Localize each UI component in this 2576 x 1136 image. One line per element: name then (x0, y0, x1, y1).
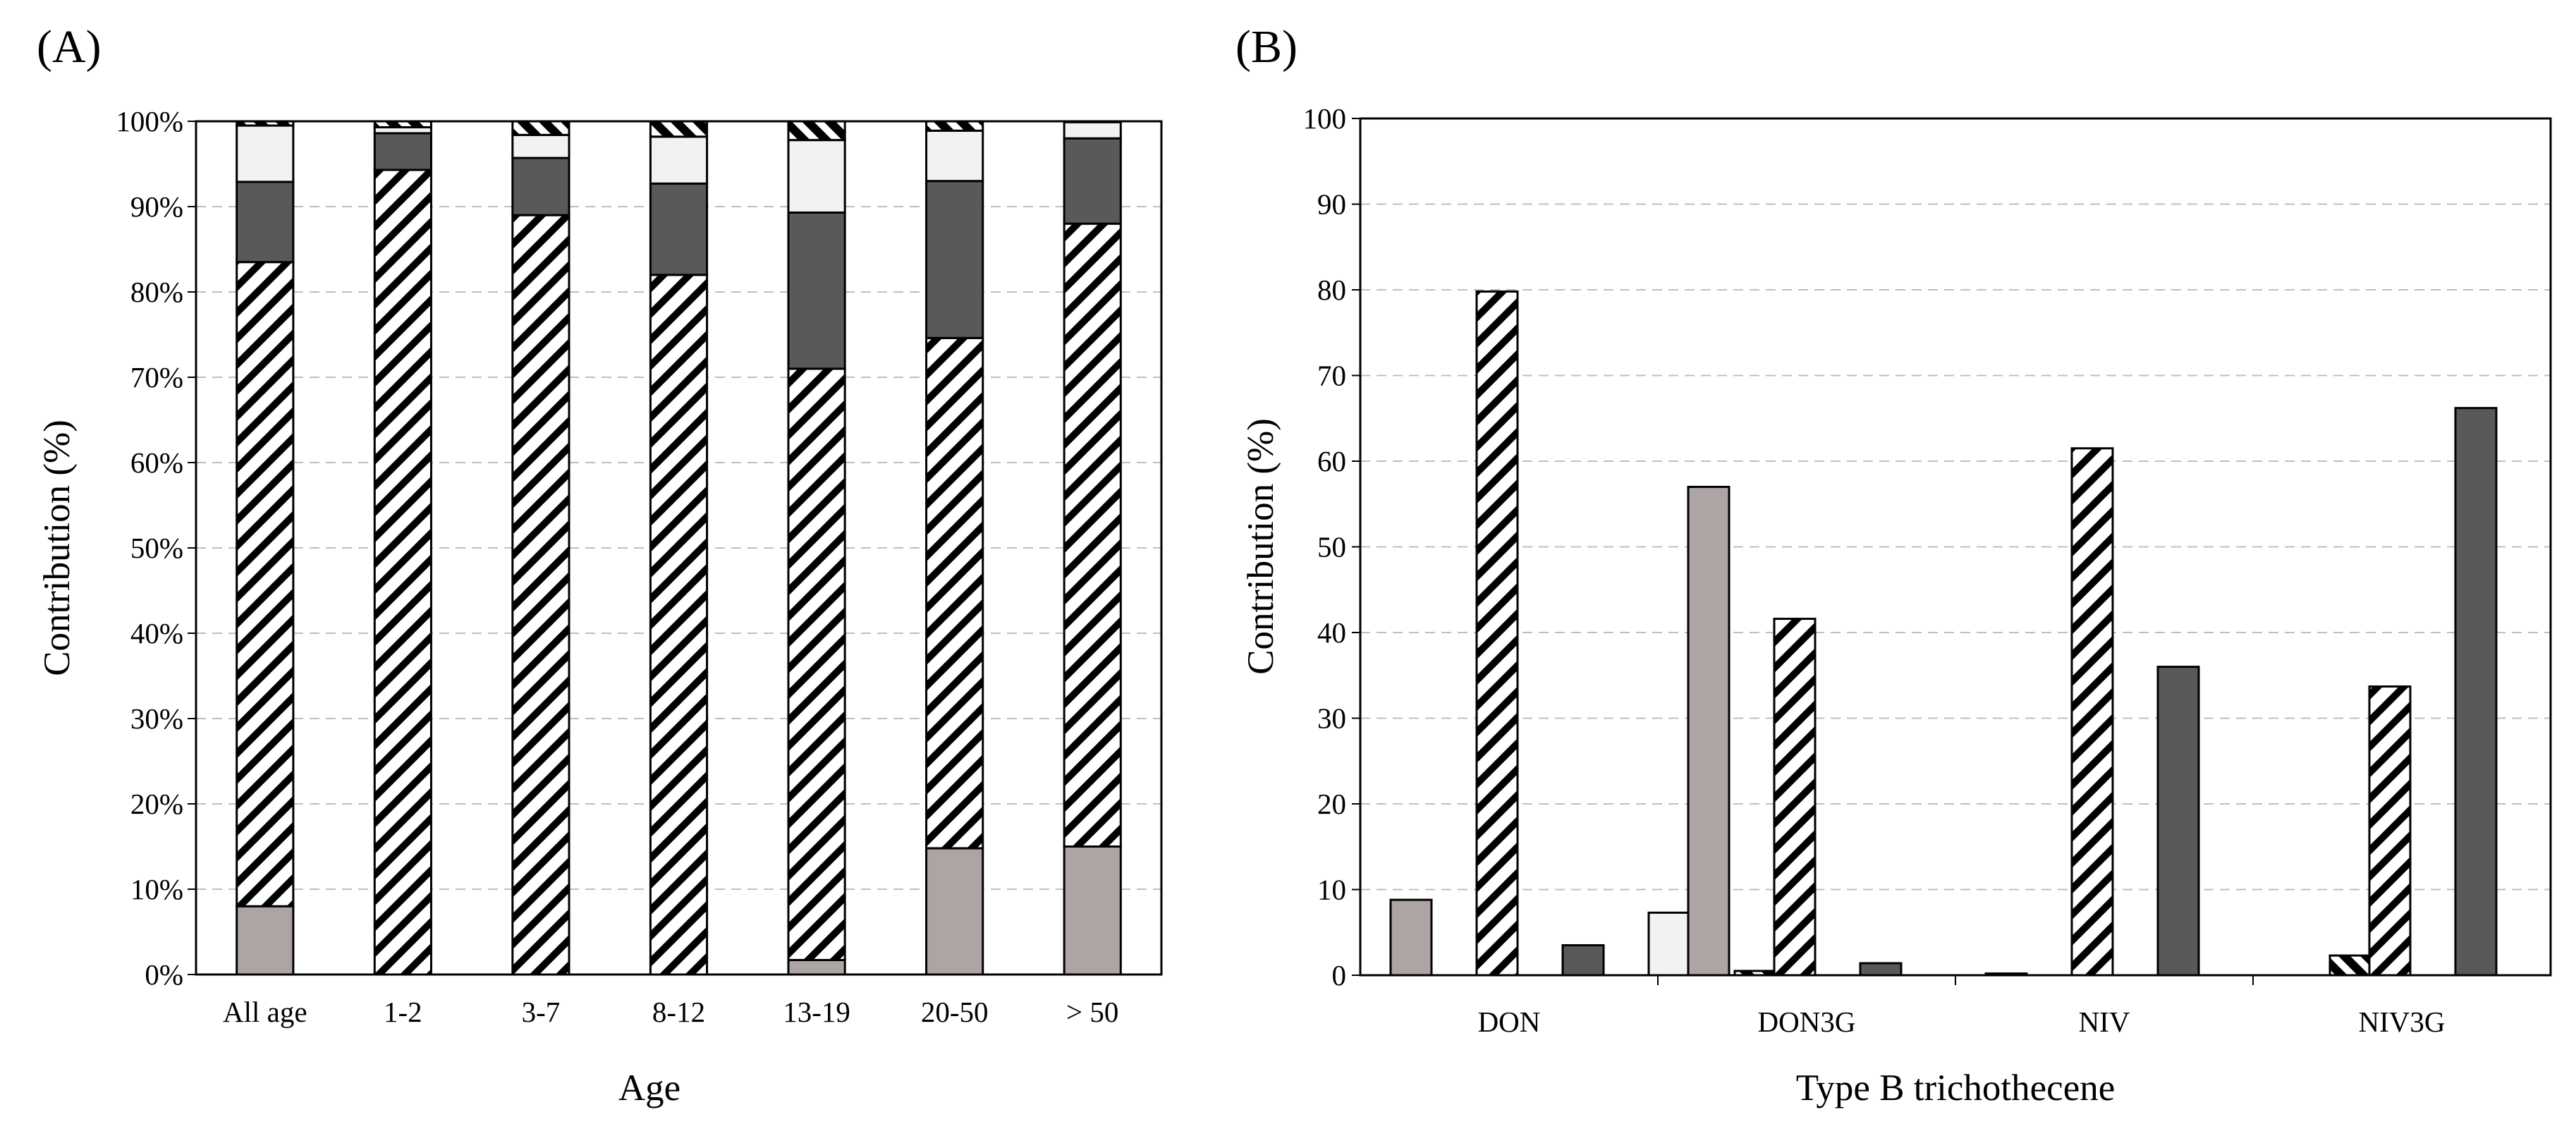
panel-b-bar (1859, 962, 1903, 977)
panel-a-bar-segment (787, 139, 846, 214)
panel-a-y-tick-label: 30% (130, 702, 183, 735)
panel-b-y-tick-label: 100 (1303, 102, 1347, 135)
panel-b-x-tick-label: DON (1478, 1006, 1541, 1038)
panel-a-x-tick-label: 13-19 (783, 996, 850, 1028)
panel-a-x-tick-label: 8-12 (652, 996, 705, 1028)
panel-b-y-tick-label: 80 (1317, 274, 1346, 306)
panel-b-y-tick-label: 30 (1317, 702, 1346, 735)
panel-a-x-tick-label: 3-7 (522, 996, 561, 1028)
panel-b-label: (B) (1235, 21, 1298, 73)
panel-a-bar-segment (649, 274, 709, 976)
panel-b-y-ticks: 0 10 20 30 40 50 60 70 80 90 100 (1303, 102, 1360, 991)
panel-a-bar-segment (787, 958, 846, 976)
panel-a-bar-segment (373, 132, 432, 171)
panel-a-x-tick-label: 1-2 (384, 996, 422, 1028)
panel-b-x-tick-label: DON3G (1758, 1006, 1856, 1038)
panel-b-y-tick-label: 10 (1317, 874, 1346, 906)
panel-b-y-tick-label: 40 (1317, 616, 1346, 649)
panel-a-bar-segment (1063, 222, 1122, 848)
panel-a-y-tick-label: 60% (130, 446, 183, 479)
panel-b-grouped-chart: (B) 0 10 20 30 40 50 60 70 80 90 100 DON DON3G NIV NI… (1235, 21, 2552, 1108)
panel-a-bar-segment (649, 120, 709, 138)
panel-a-y-tick-label: 100% (116, 105, 183, 138)
panel-a-bar-segment (787, 367, 846, 961)
panel-a-y-axis-title: Contribution (%) (37, 420, 78, 676)
panel-b-bar (1475, 290, 1519, 977)
panel-a-bar-segment (236, 124, 295, 183)
panel-a-bar-segment (925, 180, 984, 339)
panel-a-bar-segment (1063, 137, 1122, 225)
panel-a-y-tick-label: 90% (130, 190, 183, 223)
panel-b-bar (1773, 618, 1817, 977)
panel-a-x-tick-label: > 50 (1066, 996, 1118, 1028)
panel-a-y-tick-label: 20% (130, 788, 183, 820)
panel-a-bars (236, 120, 1122, 976)
panel-b-y-tick-label: 70 (1317, 360, 1346, 392)
panel-a-stacked-chart: (A) 0% 10% 20% 30% 40% 50% 60% 70% 80% 90% 100% Al… (37, 21, 1163, 1108)
panel-a-bar-segment (787, 211, 846, 370)
panel-b-y-tick-label: 60 (1317, 445, 1346, 477)
panel-a-bar-segment (925, 336, 984, 850)
panel-b-bars (1389, 290, 2498, 977)
panel-b-bar (2156, 666, 2200, 977)
panel-a-bar-segment (925, 847, 984, 976)
panel-a-bar-segment (925, 129, 984, 183)
panel-b-x-axis-title: Type B trichothecene (1796, 1068, 2116, 1108)
panel-b-y-axis-title: Contribution (%) (1240, 418, 1281, 675)
panel-b-bar (2454, 407, 2498, 977)
panel-a-gridlines (196, 206, 1161, 890)
panel-b-y-tick-label: 20 (1317, 788, 1346, 820)
panel-b-x-ticks: DON DON3G NIV NIV3G (1478, 975, 2446, 1038)
panel-a-y-tick-label: 0% (145, 958, 183, 991)
panel-a-y-tick-label: 10% (130, 873, 183, 905)
panel-a-y-ticks: 0% 10% 20% 30% 40% 50% 60% 70% 80% 90% 100% (116, 105, 196, 991)
panel-b-bar (1561, 943, 1605, 977)
panel-a-bar-segment (236, 905, 295, 976)
panel-a-x-axis-title: Age (618, 1068, 680, 1108)
panel-b-gridlines (1360, 203, 2551, 891)
panel-a-bar-segment (373, 169, 432, 976)
panel-b-y-tick-label: 50 (1317, 531, 1346, 563)
panel-b-bar (2328, 954, 2372, 977)
panel-a-bar-segment (511, 214, 570, 976)
panel-b-bar (2368, 685, 2412, 977)
panel-b-y-tick-label: 90 (1317, 188, 1346, 221)
panel-a-bar-segment (236, 181, 295, 264)
panel-b-x-tick-label: NIV (2079, 1006, 2130, 1038)
panel-a-bar-segment (1063, 121, 1122, 140)
panel-b-x-tick-label: NIV3G (2359, 1006, 2446, 1038)
panel-b-bar (1389, 898, 1433, 977)
panel-a-bar-segment (649, 182, 709, 276)
panel-a-y-tick-label: 50% (130, 532, 183, 564)
panel-a-x-tick-label: All age (223, 996, 307, 1028)
panel-a-y-tick-label: 80% (130, 276, 183, 308)
panel-a-x-ticks: All age 1-2 3-7 8-12 13-19 20-50 > 50 (223, 996, 1118, 1028)
panel-b-bar (2070, 447, 2114, 977)
panel-a-bar-segment (925, 120, 984, 132)
panel-a-bar-segment (511, 120, 570, 136)
panel-a-bar-segment (511, 133, 570, 159)
panel-a-bar-segment (1063, 845, 1122, 976)
panel-a-y-tick-label: 70% (130, 361, 183, 393)
panel-a-bar-segment (787, 120, 846, 142)
panel-a-label: (A) (37, 21, 102, 73)
panel-a-bar-segment (236, 261, 295, 908)
panel-a-bar-segment (649, 135, 709, 185)
panel-b-bar (1647, 911, 1691, 977)
panel-a-y-tick-label: 40% (130, 617, 183, 649)
panel-b-bar (1687, 485, 1730, 977)
panel-a-x-tick-label: 20-50 (921, 996, 989, 1028)
panel-a-bar-segment (511, 157, 570, 216)
panel-b-y-tick-label: 0 (1332, 959, 1347, 991)
